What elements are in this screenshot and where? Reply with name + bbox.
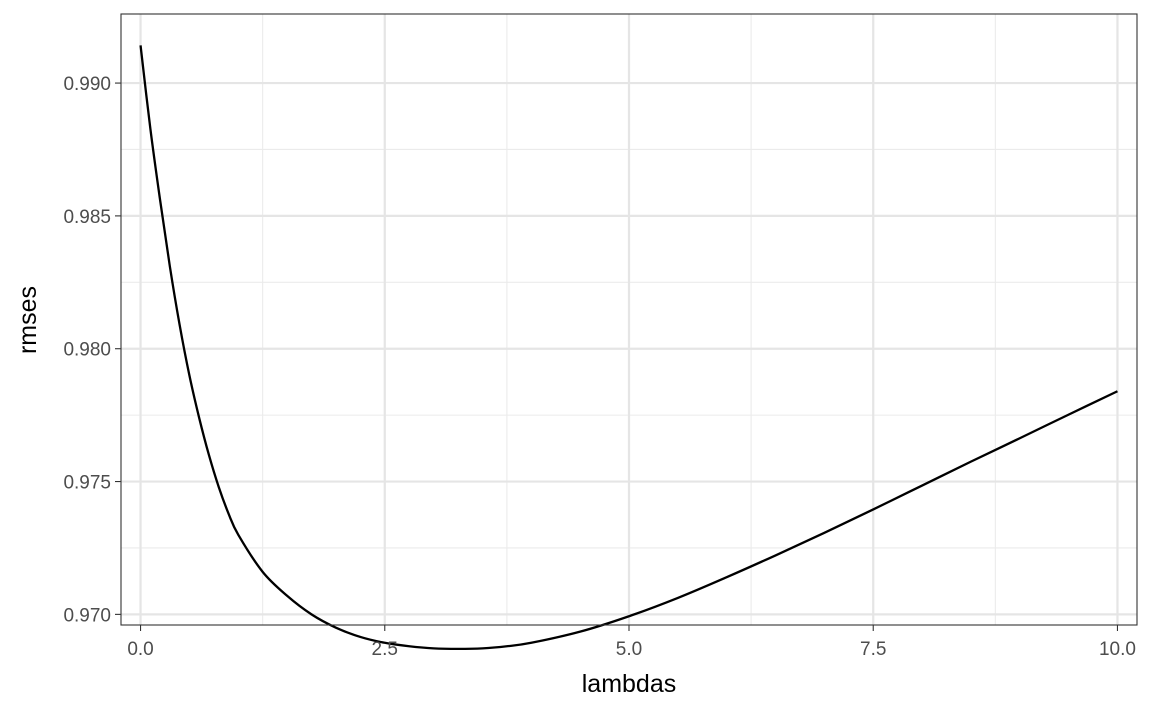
- x-tick-label: 7.5: [860, 639, 886, 660]
- x-axis: 0.0 2.5 5.0 7.5 10.0: [127, 625, 1136, 660]
- x-axis-title: lambdas: [582, 670, 677, 698]
- y-axis: 0.970 0.975 0.980 0.985 0.990: [63, 74, 121, 626]
- x-tick-label: 5.0: [616, 639, 642, 660]
- y-tick-label: 0.980: [63, 340, 111, 361]
- x-tick-label: 2.5: [372, 639, 398, 660]
- y-tick-label: 0.990: [63, 74, 111, 95]
- y-tick-label: 0.975: [63, 473, 111, 494]
- y-tick-label: 0.985: [63, 207, 111, 228]
- x-tick-label: 10.0: [1099, 639, 1136, 660]
- series-layer: [139, 45, 1118, 651]
- y-axis-title: rmses: [14, 286, 42, 354]
- x-tick-label: 0.0: [127, 639, 153, 660]
- series-line: [139, 45, 1118, 651]
- y-tick-label: 0.970: [63, 605, 111, 626]
- major-gridlines: [121, 14, 1137, 625]
